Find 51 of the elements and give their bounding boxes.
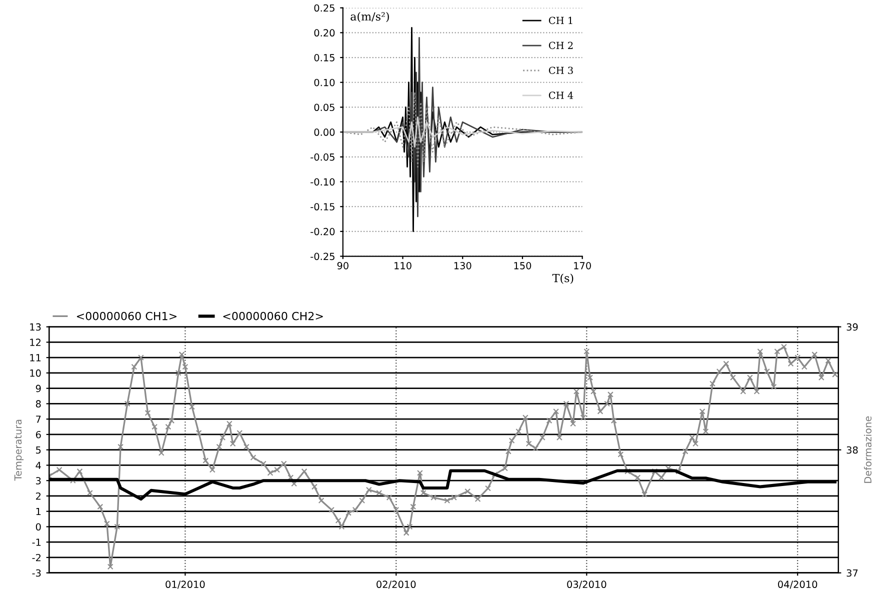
y-axis-title: Temperatura <box>14 420 24 481</box>
y-tick-label: 11 <box>30 354 41 362</box>
y-tick-label: -0.10 <box>310 178 335 186</box>
line-series <box>342 116 582 148</box>
legend-label: CH 3 <box>548 66 573 74</box>
y-tick-label: 4 <box>36 462 41 469</box>
y-tick-label: 0.10 <box>314 78 335 86</box>
y-tick-label: 1 <box>36 508 41 516</box>
y2-tick-label: 37 <box>846 569 858 577</box>
legend-label: CH 1 <box>548 16 572 24</box>
y-tick-label: 0.20 <box>314 29 335 37</box>
y-tick-label: -0.15 <box>310 203 334 210</box>
x-axis-title: T(s) <box>552 274 574 284</box>
legend-label: CH 2 <box>548 42 573 50</box>
y-tick-label: 9 <box>36 384 41 392</box>
y2-tick-label: 38 <box>846 446 858 454</box>
y-axis-title: a(m/s²) <box>350 12 389 22</box>
y-tick-label: 7 <box>36 416 41 423</box>
y2-axis-title: Deformazione <box>864 416 872 483</box>
x-tick-label: 170 <box>574 262 591 270</box>
y-tick-label: 0.25 <box>314 4 334 12</box>
y-tick-label: -0.20 <box>310 228 335 236</box>
x-tick-label: 130 <box>454 262 472 270</box>
y-tick-label: -1 <box>32 538 41 546</box>
y-tick-label: -0.05 <box>310 153 334 161</box>
y-tick-label: 0.00 <box>314 128 335 136</box>
y-tick-label: 0.15 <box>314 54 334 62</box>
legend-label: <00000060 CH2> <box>223 312 323 320</box>
y-tick-label: 5 <box>36 446 41 454</box>
x-tick-label: 90 <box>337 262 348 270</box>
x-tick-label: 03/2010 <box>567 580 606 589</box>
x-tick-label: 110 <box>394 262 412 270</box>
x-tick-label: 02/2010 <box>376 580 416 589</box>
y-tick-label: 0 <box>36 523 41 531</box>
y-tick-label: 10 <box>30 369 41 377</box>
x-tick-label: 150 <box>514 262 532 270</box>
y-tick-label: 12 <box>30 338 40 346</box>
y-tick-label: 3 <box>36 477 41 484</box>
y-tick-label: 13 <box>30 323 41 331</box>
y-tick-label: 2 <box>36 492 40 500</box>
y-tick-label: 0.05 <box>314 104 334 112</box>
x-tick-label: 01/2010 <box>166 580 205 589</box>
y-tick-label: -0.25 <box>310 252 334 260</box>
legend-label: <00000060 CH1> <box>76 312 176 320</box>
y-tick-label: 6 <box>36 430 41 438</box>
y-tick-label: 8 <box>36 400 41 408</box>
x-tick-label: 04/2010 <box>778 580 818 589</box>
y-tick-label: -3 <box>32 569 41 577</box>
y-tick-label: -2 <box>32 554 40 562</box>
legend-label: CH 4 <box>548 92 574 100</box>
y2-tick-label: 39 <box>846 323 858 331</box>
